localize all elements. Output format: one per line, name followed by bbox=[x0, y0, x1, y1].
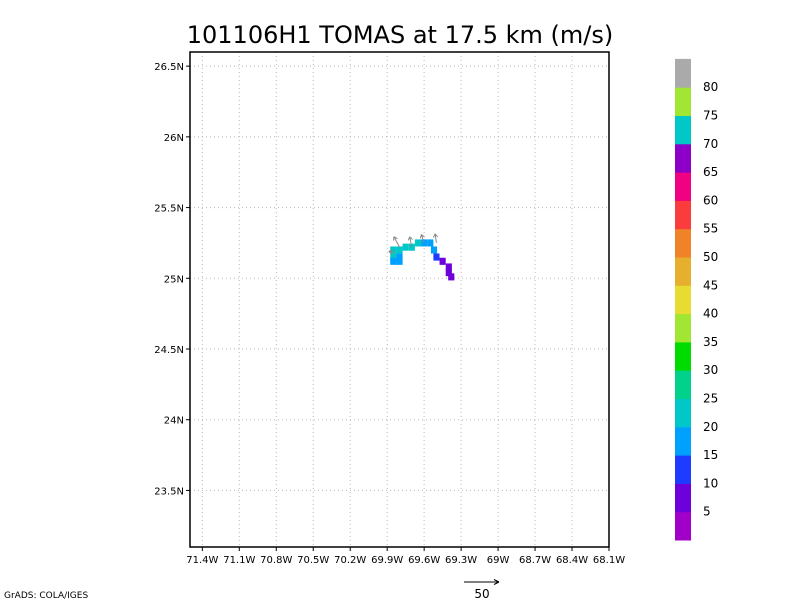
credit-text: GrADS: COLA/IGES bbox=[4, 591, 88, 600]
chart-title: 101106H1 TOMAS at 17.5 km (m/s) bbox=[187, 21, 614, 49]
colorbar-label: 5 bbox=[703, 505, 711, 519]
data-cell bbox=[430, 246, 438, 254]
colorbar: 5 10 15 20 25 30 35 40 45 50 55 60 65 70 75 80 bbox=[675, 58, 718, 541]
colorbar-label: 15 bbox=[703, 448, 718, 462]
colorbar-label: 65 bbox=[703, 165, 718, 179]
x-tick-label: 69.9W bbox=[371, 555, 403, 566]
x-tick-label: 68.4W bbox=[556, 555, 588, 566]
colorbar-label: 35 bbox=[703, 335, 718, 349]
colorbar-label: 55 bbox=[703, 222, 718, 236]
x-tick-label: 69.6W bbox=[408, 555, 440, 566]
x-tick-label: 69W bbox=[487, 555, 510, 566]
colorbar-swatch bbox=[675, 455, 691, 484]
plot-frame bbox=[189, 51, 610, 548]
x-tick-label: 70.5W bbox=[297, 555, 329, 566]
x-tick-label: 70.8W bbox=[260, 555, 292, 566]
colorbar-swatch bbox=[675, 285, 691, 315]
y-tick-label: 24.5N bbox=[154, 345, 184, 356]
colorbar-swatch bbox=[675, 426, 691, 456]
colorbar-swatch bbox=[675, 483, 691, 513]
colorbar-label: 75 bbox=[703, 109, 718, 123]
x-axis-ticks: 71.4W 71.1W 70.8W 70.5W 70.2W 69.9W 69.6W 69.3W… bbox=[186, 547, 625, 566]
colorbar-label: 45 bbox=[703, 278, 718, 292]
wind-vector-head bbox=[433, 233, 439, 238]
x-tick-label: 69.3W bbox=[445, 555, 477, 566]
data-cell bbox=[396, 253, 403, 261]
y-tick-label: 25N bbox=[164, 274, 184, 285]
colorbar-swatch bbox=[675, 143, 691, 173]
wind-vector-head bbox=[419, 234, 425, 239]
x-tick-label: 68.7W bbox=[519, 555, 551, 566]
colorbar-label: 40 bbox=[703, 307, 718, 321]
data-cell bbox=[390, 253, 397, 261]
data-cell bbox=[439, 257, 446, 265]
colorbar-swatch bbox=[675, 172, 691, 201]
x-tick-label: 70.2W bbox=[334, 555, 366, 566]
wind-vector-head bbox=[388, 249, 393, 255]
reference-vector-label: 50 bbox=[474, 587, 489, 600]
wind-vector bbox=[409, 236, 413, 248]
colorbar-swatch bbox=[675, 200, 691, 230]
colorbar-label: 70 bbox=[703, 137, 718, 151]
data-cell bbox=[390, 257, 397, 265]
y-tick-label: 25.5N bbox=[154, 204, 184, 215]
grid-lines bbox=[190, 52, 610, 547]
colorbar-swatch bbox=[675, 398, 691, 428]
colorbar-swatch bbox=[675, 313, 691, 343]
wind-vector-head bbox=[393, 236, 398, 241]
data-cell bbox=[445, 269, 452, 277]
colorbar-swatch bbox=[675, 257, 691, 286]
y-tick-label: 26.5N bbox=[154, 62, 184, 73]
colorbar-swatch bbox=[675, 511, 691, 541]
data-cell bbox=[390, 246, 397, 254]
wind-vector bbox=[420, 234, 425, 244]
y-axis-ticks: 26.5N 26N 25.5N 25N 24.5N 24N 23.5N bbox=[154, 62, 190, 497]
data-cell bbox=[448, 273, 455, 281]
y-tick-label: 26N bbox=[164, 133, 184, 144]
data-cells bbox=[390, 239, 455, 281]
wind-vector bbox=[393, 236, 400, 248]
data-cell bbox=[396, 246, 403, 254]
colorbar-swatch bbox=[675, 115, 691, 145]
colorbar-swatch bbox=[675, 58, 691, 88]
colorbar-label: 80 bbox=[703, 80, 718, 94]
colorbar-swatch bbox=[675, 370, 691, 399]
colorbar-label: 30 bbox=[703, 363, 718, 377]
colorbar-label: 25 bbox=[703, 392, 718, 406]
wind-vector bbox=[388, 250, 396, 254]
y-tick-label: 24N bbox=[164, 416, 184, 427]
colorbar-swatch bbox=[675, 341, 691, 371]
colorbar-label: 10 bbox=[703, 476, 718, 490]
data-cell bbox=[402, 243, 409, 251]
wind-vectors bbox=[388, 233, 439, 255]
colorbar-label: 20 bbox=[703, 420, 718, 434]
x-tick-label: 71.1W bbox=[223, 555, 255, 566]
colorbar-label: 50 bbox=[703, 250, 718, 264]
colorbar-swatch bbox=[675, 87, 691, 116]
data-cell bbox=[414, 239, 422, 247]
reference-vector-head bbox=[493, 579, 500, 585]
colorbar-swatch bbox=[675, 228, 691, 258]
x-tick-label: 68.1W bbox=[593, 555, 625, 566]
data-cell bbox=[433, 253, 440, 261]
data-cell bbox=[445, 263, 452, 271]
wind-vector-head bbox=[407, 236, 413, 241]
data-cell bbox=[396, 257, 403, 265]
y-tick-label: 23.5N bbox=[154, 486, 184, 497]
reference-vector: 50 bbox=[464, 579, 500, 600]
wind-vector bbox=[434, 233, 437, 244]
x-tick-label: 71.4W bbox=[186, 555, 218, 566]
colorbar-label: 60 bbox=[703, 193, 718, 207]
data-cell bbox=[427, 239, 434, 247]
